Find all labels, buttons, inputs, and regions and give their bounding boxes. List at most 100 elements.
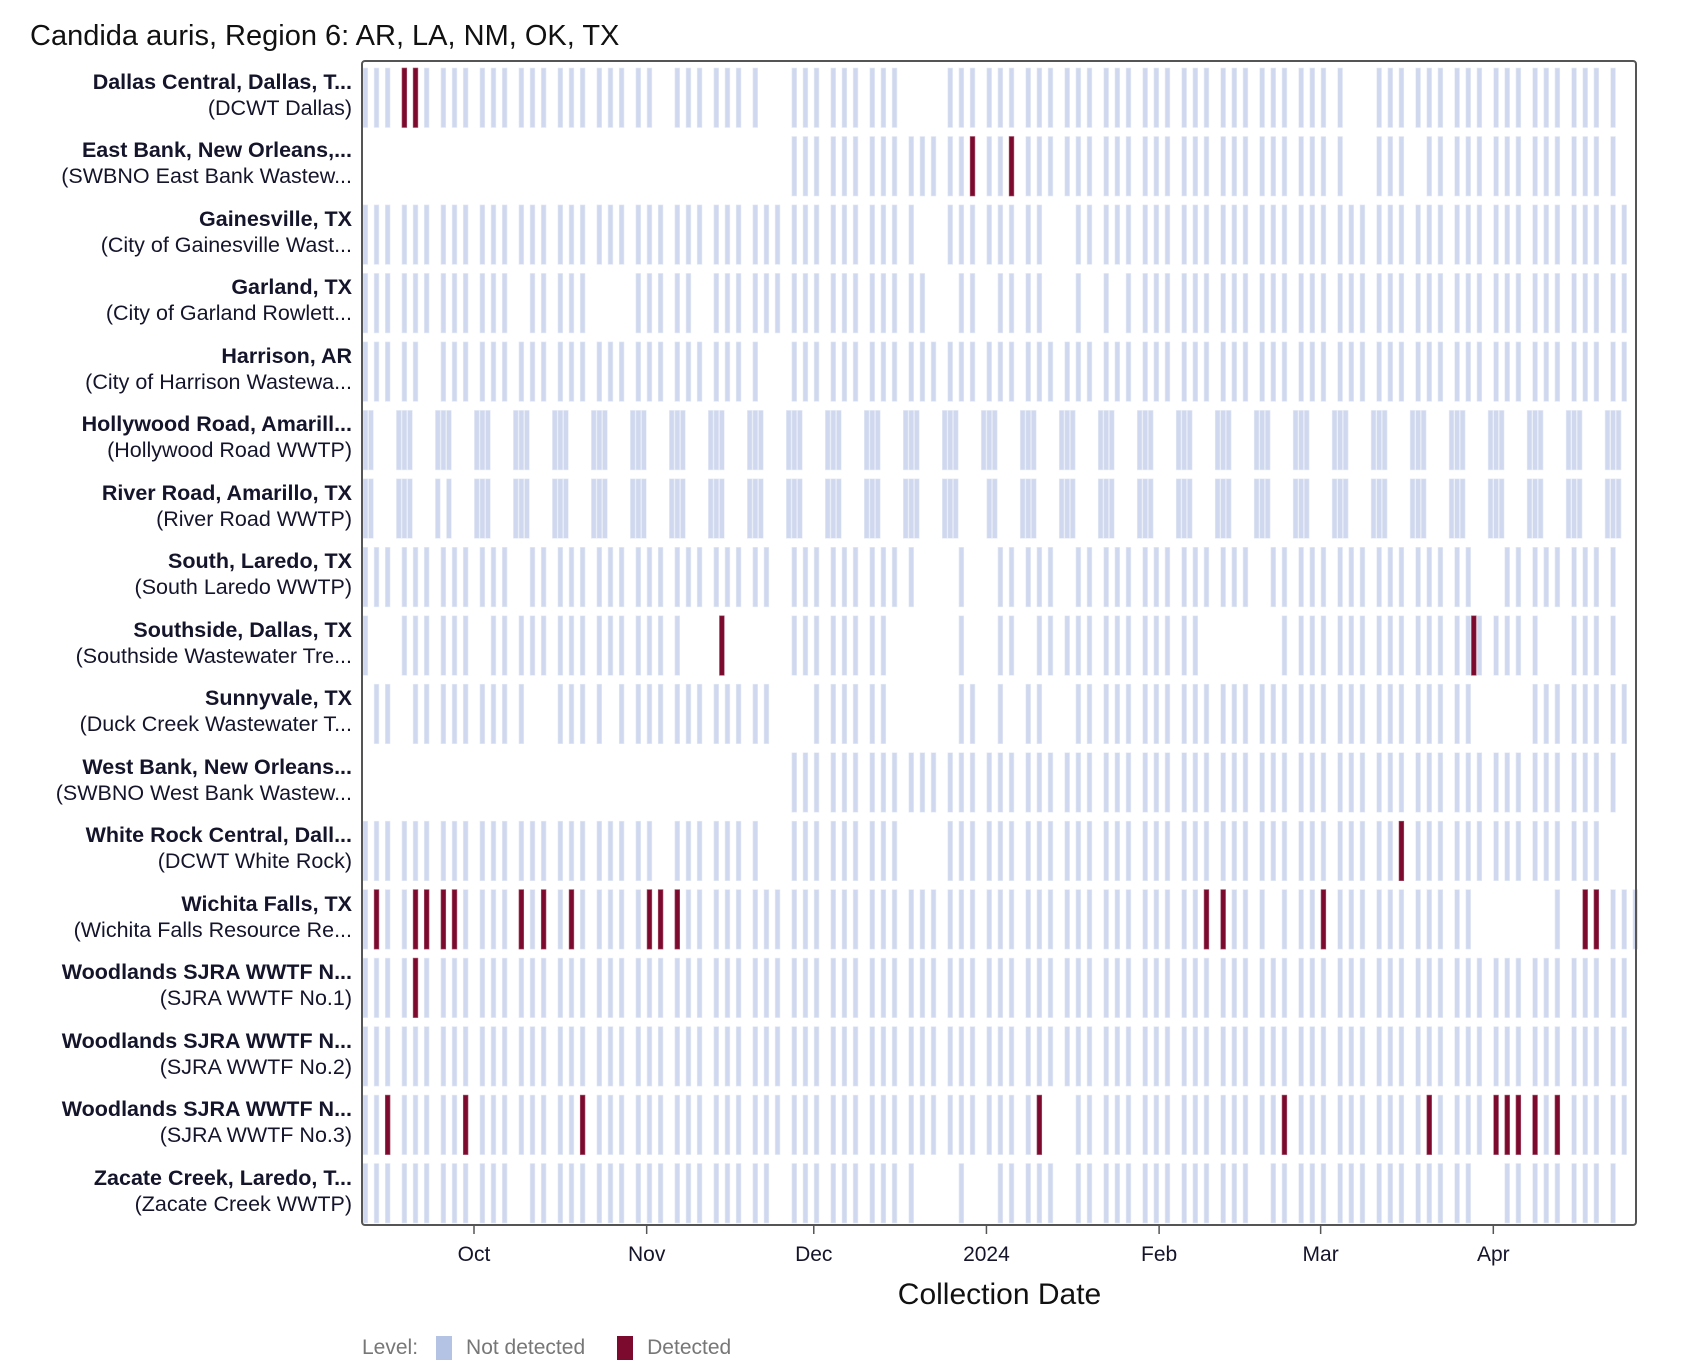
- tile-not-detected: [1465, 1163, 1471, 1224]
- tile-not-detected: [579, 204, 586, 265]
- tile-not-detected: [841, 1094, 848, 1155]
- row-label: Hollywood Road, Amarill... (Hollywood Roa…: [0, 411, 352, 463]
- tile-not-detected: [1259, 752, 1265, 813]
- tile-not-detected: [1504, 136, 1510, 197]
- tile-not-detected: [1298, 136, 1304, 197]
- tile-not-detected: [1298, 957, 1304, 1018]
- tile-not-detected: [696, 889, 703, 950]
- tile-not-detected: [1226, 478, 1232, 539]
- tile-not-detected: [1554, 683, 1561, 745]
- tile-not-detected: [1103, 1094, 1109, 1155]
- tile-not-detected: [440, 67, 447, 128]
- tile-not-detected: [1136, 478, 1143, 539]
- tile-not-detected: [1181, 957, 1187, 1018]
- tile-not-detected: [1582, 67, 1588, 128]
- tile-not-detected: [646, 1026, 653, 1087]
- tile-not-detected: [1476, 204, 1483, 265]
- tile-not-detected: [1610, 410, 1616, 471]
- tile-not-detected: [579, 820, 586, 882]
- tile-not-detected: [440, 341, 447, 402]
- tile-not-detected: [1036, 546, 1043, 608]
- tile-not-detected: [763, 889, 770, 950]
- tile-not-detected: [786, 478, 792, 539]
- tile-not-detected: [518, 204, 525, 265]
- tile-not-detected: [685, 1026, 692, 1087]
- tile-not-detected: [1231, 1026, 1237, 1087]
- tile-not-detected: [1175, 478, 1182, 539]
- tile-not-detected: [1008, 820, 1015, 882]
- tile-not-detected: [891, 67, 898, 128]
- tile-not-detected: [1320, 1163, 1327, 1224]
- tile-not-detected: [362, 478, 369, 539]
- tile-not-detected: [674, 341, 680, 402]
- tile-not-detected: [540, 957, 547, 1018]
- tile-not-detected: [479, 1094, 486, 1155]
- tile-not-detected: [1086, 752, 1093, 813]
- tile-not-detected: [529, 341, 536, 402]
- tile-not-detected: [1437, 889, 1444, 950]
- tile-not-detected: [752, 889, 758, 950]
- tile-not-detected: [384, 204, 391, 265]
- tile-not-detected: [1437, 820, 1444, 882]
- tile-not-detected: [1309, 273, 1315, 334]
- tile-not-detected: [462, 204, 469, 265]
- tile-not-detected: [997, 546, 1004, 608]
- tile-not-detected: [1515, 957, 1522, 1018]
- tile-not-detected: [618, 1163, 625, 1224]
- tile-not-detected: [1153, 136, 1160, 197]
- tile-not-detected: [1504, 615, 1510, 676]
- tile-not-detected: [763, 546, 770, 608]
- tile-not-detected: [1348, 1026, 1354, 1087]
- tile-not-detected: [602, 478, 608, 539]
- tile-not-detected: [1309, 204, 1315, 265]
- tile-not-detected: [1359, 546, 1366, 608]
- tile-not-detected: [774, 957, 781, 1018]
- tile-not-detected: [1231, 1163, 1237, 1224]
- tile-not-detected: [440, 546, 447, 608]
- tile-not-detected: [657, 1094, 664, 1155]
- tile-not-detected: [1142, 957, 1148, 1018]
- tile-not-detected: [1281, 341, 1288, 402]
- heatmap-row: [362, 67, 1616, 128]
- legend-swatch-not-detected: [436, 1336, 453, 1360]
- tile-not-detected: [830, 204, 836, 265]
- tile-not-detected: [1454, 1163, 1460, 1224]
- tile-not-detected: [1348, 204, 1354, 265]
- tile-not-detected: [568, 341, 575, 402]
- tile-not-detected: [1532, 957, 1538, 1018]
- tile-not-detected: [362, 957, 369, 1018]
- tile-not-detected: [529, 1094, 536, 1155]
- tile-not-detected: [1376, 341, 1382, 402]
- tile-not-detected: [596, 204, 603, 265]
- tile-not-detected: [579, 546, 586, 608]
- tile-not-detected: [412, 204, 419, 265]
- tile-not-detected: [1025, 957, 1031, 1018]
- tile-not-detected: [1532, 136, 1538, 197]
- tile-not-detected: [758, 410, 764, 471]
- tile-not-detected: [1192, 752, 1199, 813]
- tile-not-detected: [557, 1094, 564, 1155]
- tile-not-detected: [362, 1163, 369, 1224]
- tile-not-detected: [635, 410, 641, 471]
- tile-not-detected: [474, 478, 480, 539]
- tile-not-detected: [1036, 820, 1043, 882]
- tile-not-detected: [618, 615, 625, 676]
- tile-not-detected: [1203, 957, 1210, 1018]
- tile-not-detected: [384, 683, 391, 745]
- tile-not-detected: [635, 1094, 641, 1155]
- legend-label-not-detected: Not detected: [466, 1336, 586, 1359]
- tile-not-detected: [1242, 204, 1249, 265]
- tile-not-detected: [1387, 341, 1393, 402]
- tile-not-detected: [841, 273, 848, 334]
- tile-not-detected: [1298, 410, 1304, 471]
- tile-not-detected: [947, 957, 953, 1018]
- tile-not-detected: [891, 273, 898, 334]
- tile-not-detected: [462, 615, 469, 676]
- tile-not-detected: [1047, 136, 1054, 197]
- tile-not-detected: [1064, 136, 1070, 197]
- tile-not-detected: [969, 683, 976, 745]
- tile-not-detected: [997, 683, 1004, 745]
- tile-not-detected: [1125, 1163, 1132, 1224]
- tile-not-detected: [1448, 410, 1455, 471]
- tile-not-detected: [1610, 204, 1616, 265]
